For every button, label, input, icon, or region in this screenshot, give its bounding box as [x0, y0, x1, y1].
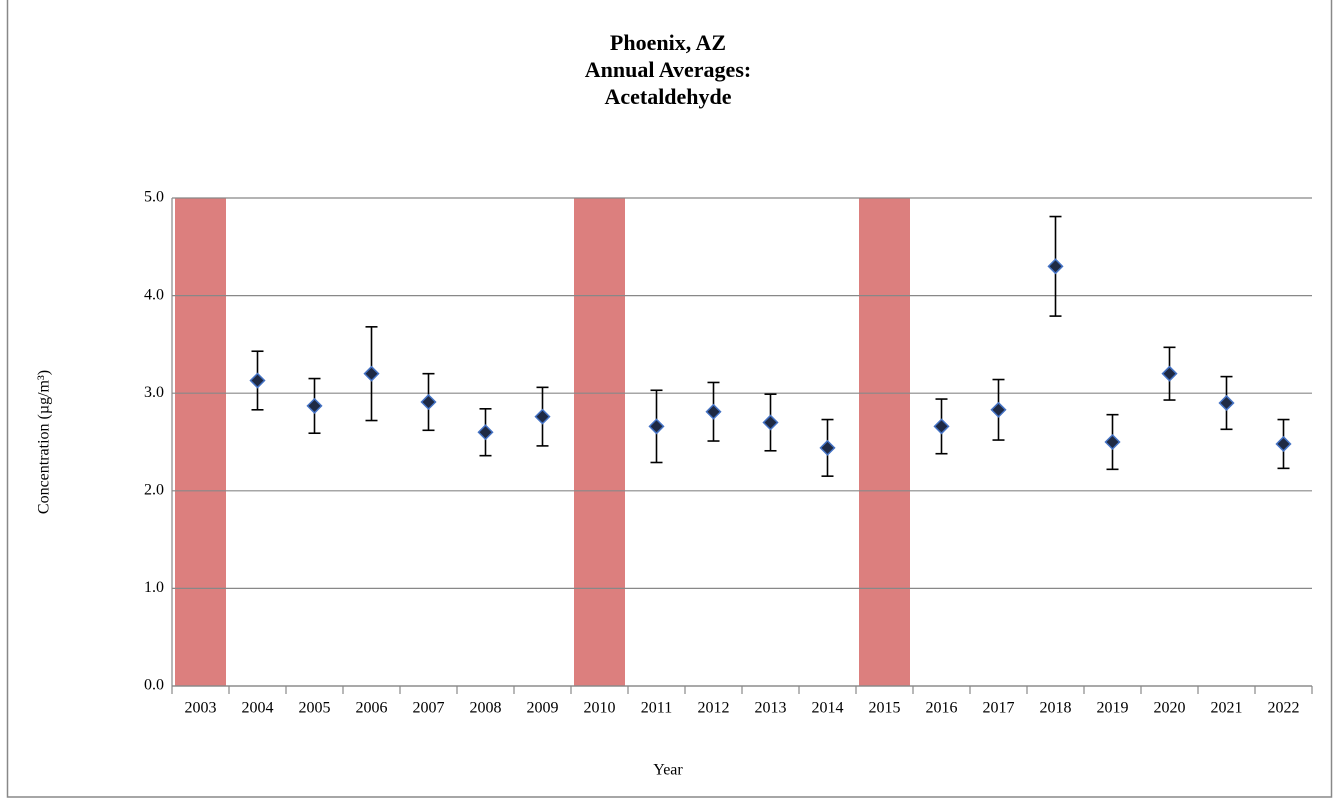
point [990, 401, 1007, 418]
point [762, 414, 779, 431]
y-tick-label: 5.0 [144, 189, 164, 206]
x-tick-label: 2015 [869, 700, 901, 717]
x-tick-label: 2021 [1211, 700, 1243, 717]
point [477, 424, 494, 441]
x-tick-label: 2010 [584, 700, 616, 717]
x-tick-label: 2004 [242, 700, 274, 717]
point [534, 408, 551, 425]
x-tick-label: 2019 [1097, 700, 1129, 717]
x-tick-label: 2006 [356, 700, 388, 717]
point [1104, 433, 1121, 451]
x-tick-label: 2009 [527, 700, 559, 717]
chart-title: Acetaldehyde [604, 84, 731, 109]
y-tick-label: 2.0 [144, 481, 164, 498]
missing-shade [175, 198, 226, 686]
y-tick-label: 4.0 [144, 286, 164, 303]
missing-shade [859, 198, 910, 686]
point [933, 418, 950, 435]
x-axis-label: Year [653, 762, 683, 779]
chart-frame [6, 0, 1333, 798]
x-tick-label: 2017 [983, 700, 1015, 717]
x-tick-label: 2020 [1154, 700, 1186, 717]
point [306, 397, 323, 414]
x-tick-label: 2008 [470, 700, 502, 717]
point [420, 393, 437, 411]
y-tick-label: 0.0 [144, 677, 164, 694]
chart-title: Annual Averages: [585, 57, 751, 82]
y-tick-label: 3.0 [144, 384, 164, 401]
x-tick-label: 2011 [641, 700, 672, 717]
x-tick-label: 2016 [926, 700, 958, 717]
x-tick-label: 2012 [698, 700, 730, 717]
x-tick-label: 2014 [812, 700, 844, 717]
x-tick-label: 2003 [185, 700, 217, 717]
x-tick-label: 2022 [1268, 700, 1300, 717]
point [1275, 435, 1292, 453]
point [819, 439, 836, 456]
y-tick-label: 1.0 [144, 579, 164, 596]
point [1047, 258, 1064, 275]
point [249, 372, 266, 389]
missing-shade [574, 198, 625, 686]
y-axis-label: Concentration (µg/m³) [36, 370, 53, 514]
point [1161, 365, 1178, 382]
x-tick-label: 2018 [1040, 700, 1072, 717]
x-tick-label: 2005 [299, 700, 331, 717]
chart-title: Phoenix, AZ [610, 30, 726, 55]
point [363, 365, 380, 382]
point [1218, 394, 1235, 412]
x-tick-label: 2007 [413, 700, 445, 717]
point [648, 418, 665, 435]
point [705, 403, 722, 420]
x-tick-label: 2013 [755, 700, 787, 717]
